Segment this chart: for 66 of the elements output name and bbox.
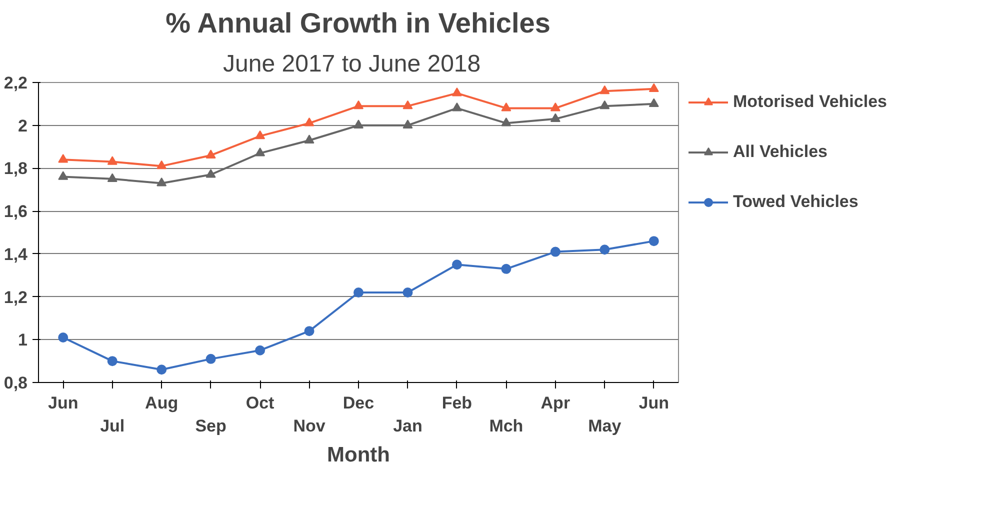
point xyxy=(58,332,68,342)
point xyxy=(255,148,266,156)
x-tick-label: May xyxy=(588,416,622,436)
point xyxy=(156,364,167,375)
point xyxy=(354,120,364,128)
point xyxy=(648,98,659,108)
point xyxy=(304,134,314,144)
y-tick-label: 2,2 xyxy=(4,74,28,92)
x-tick-label: Jul xyxy=(100,416,125,436)
x-tick-label: Nov xyxy=(293,416,326,436)
legend-label: Motorised Vehicles xyxy=(733,92,887,112)
point xyxy=(206,354,216,364)
point xyxy=(452,102,462,112)
point xyxy=(206,168,216,178)
y-tick-label: 1,4 xyxy=(4,244,28,264)
x-tick-label: Jun xyxy=(48,394,78,412)
legend-label: All Vehicles xyxy=(733,142,828,162)
point xyxy=(501,102,512,112)
x-tick-label: Dec xyxy=(342,394,374,412)
x-tick-label: Oct xyxy=(246,394,275,412)
y-tick-label: 2 xyxy=(18,116,28,136)
point xyxy=(255,130,266,140)
y-tick-label: 1,8 xyxy=(4,159,28,178)
x-tick-label: Sep xyxy=(195,416,226,436)
x-tick-label: Feb xyxy=(442,394,472,412)
chart-subtitle: June 2017 to June 2018 xyxy=(223,50,481,78)
point xyxy=(58,154,68,163)
point xyxy=(550,246,560,257)
point xyxy=(452,88,462,96)
point xyxy=(600,244,610,255)
x-tick-label: Mch xyxy=(489,416,524,436)
y-tick-label: 0,8 xyxy=(4,374,28,392)
point xyxy=(206,150,216,158)
x-axis-title: Month xyxy=(327,443,390,466)
point xyxy=(107,156,118,165)
x-tick-label: Aug xyxy=(145,394,178,412)
point xyxy=(501,264,512,274)
point xyxy=(156,178,167,186)
point xyxy=(255,345,266,356)
point xyxy=(550,113,560,122)
x-tick-label: Jan xyxy=(393,416,422,436)
y-tick-label: 1 xyxy=(18,330,28,350)
point xyxy=(501,118,512,126)
point xyxy=(600,100,610,110)
y-tick-label: 1,2 xyxy=(4,288,28,307)
point xyxy=(107,173,118,182)
x-tick-label: Apr xyxy=(540,394,570,412)
point xyxy=(402,100,413,110)
point xyxy=(354,288,364,298)
point xyxy=(304,326,314,336)
point xyxy=(156,160,167,170)
point xyxy=(452,260,462,270)
point xyxy=(354,100,364,110)
point xyxy=(648,236,659,246)
point xyxy=(550,102,560,112)
point xyxy=(58,171,68,180)
chart-title: % Annual Growth in Vehicles xyxy=(166,8,550,38)
point xyxy=(304,118,314,126)
point xyxy=(402,288,413,298)
point xyxy=(648,83,659,92)
x-tick-label: Jun xyxy=(638,394,670,412)
point xyxy=(402,120,413,128)
point xyxy=(600,85,610,94)
point xyxy=(107,356,118,366)
legend-label: Towed Vehicles xyxy=(733,192,858,212)
y-tick-label: 1,6 xyxy=(4,202,28,222)
